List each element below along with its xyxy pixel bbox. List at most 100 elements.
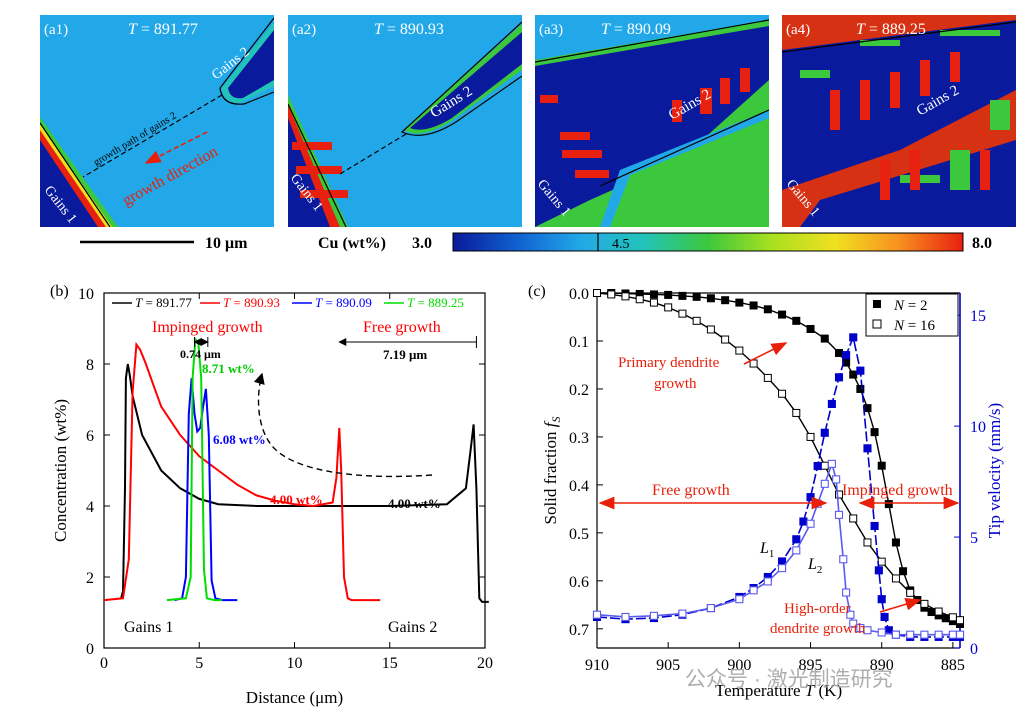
b-gap-small-label: 0.74 μm (180, 347, 221, 361)
c-legend-swatch-n2 (873, 300, 881, 308)
c-tv-marker-L1 (874, 566, 883, 575)
c-fs-marker-N2 (884, 500, 893, 509)
b-legend-label-2: T = 890.09 (315, 295, 372, 310)
c-tv-marker-L2 (877, 628, 886, 637)
b-gap-large-label: 7.19 μm (383, 347, 427, 362)
c-legend-box (865, 293, 959, 337)
b-grain2-label: Gains 2 (388, 619, 437, 636)
c-fs-marker-N2 (877, 461, 886, 470)
c-primary-label-2: growth (654, 376, 697, 392)
c-fs-marker-N16 (849, 514, 858, 523)
c-fs-marker-N16 (635, 295, 644, 304)
c-tv-marker-L1 (827, 399, 836, 408)
c-y-left-tick-label: 0.7 (569, 622, 589, 639)
c-tv-marker-L2 (834, 510, 844, 519)
b-series-line-2 (174, 378, 238, 602)
c-fs-marker-N2 (792, 316, 801, 325)
watermark: 公众号 · 激光制造研究 (685, 668, 893, 691)
b-peak-blue-label: 6.08 wt% (213, 432, 266, 447)
c-tv-marker-L2 (678, 609, 687, 618)
c-fs-marker-N2 (820, 334, 829, 343)
b-y-tick-label: 4 (86, 499, 94, 516)
c-y-left-tick-label: 0.5 (569, 526, 589, 543)
c-free-label: Free growth (652, 482, 730, 499)
c-tv-marker-L2 (863, 626, 872, 635)
c-fs-marker-N16 (778, 389, 787, 398)
c-primary-arrow (743, 342, 788, 365)
c-high-order-label: High-order (784, 601, 851, 617)
c-L2-label: L2 (807, 556, 822, 576)
c-y-right-axis-label: Tip velocity (mm/s) (985, 403, 1004, 538)
b-legend-label-3: T = 889.25 (407, 295, 464, 310)
c-tv-marker-L1 (834, 373, 844, 382)
c-tv-marker-L1 (870, 521, 879, 531)
c-fs-marker-N16 (948, 613, 957, 622)
c-y-left-tick-label: 0.6 (569, 574, 589, 591)
c-tv-marker-L1 (849, 333, 858, 342)
a2-label: (a2) (292, 22, 316, 38)
panel-a2 (288, 15, 522, 227)
b-legend-label-1: T = 890.93 (223, 295, 280, 310)
c-tv-marker-L2 (649, 611, 658, 620)
b-x-tick-label: 5 (195, 655, 203, 672)
c-fs-marker-N16 (607, 290, 616, 299)
a3-temperature: T = 890.09 (601, 21, 671, 38)
c-tv-marker-L2 (820, 479, 829, 488)
a1-label: (a1) (44, 22, 68, 38)
c-fs-marker-N16 (763, 373, 772, 382)
c-legend-label-n2: N = 2 (893, 298, 927, 314)
c-tv-marker-L2 (955, 630, 965, 639)
c-fs-marker-N16 (820, 461, 829, 470)
b-y-tick-label: 6 (86, 428, 94, 445)
c-tv-marker-L2 (891, 630, 900, 639)
b-x-tick-label: 15 (382, 655, 398, 672)
c-fs-marker-N2 (856, 384, 865, 393)
b-x-tick-label: 0 (100, 655, 108, 672)
c-y-left-tick-label: 0.2 (569, 382, 589, 399)
c-fs-marker-N2 (692, 292, 701, 301)
c-fs-marker-N2 (649, 290, 658, 299)
c-fs-marker-N16 (835, 490, 843, 499)
b-series-line-3 (166, 336, 223, 602)
c-x-tick-label: 885 (941, 657, 965, 674)
a1-growth-direction-arrow (144, 131, 208, 164)
c-tv-marker-L1 (880, 612, 889, 621)
c-tv-marker-L2 (827, 459, 836, 468)
a1-growth-path-line (82, 94, 223, 178)
b-series-line-1 (103, 341, 381, 602)
c-tv-marker-L1 (856, 366, 865, 375)
b-y-axis-label: Concentration (wt%) (51, 399, 70, 542)
colorbar-max-label: 8.0 (972, 235, 992, 252)
c-tv-marker-L2 (735, 595, 744, 604)
b-black-base-label: 4.00 wt% (388, 496, 441, 511)
c-fs-marker-N2 (870, 428, 879, 437)
scale-bar-label: 10 μm (205, 235, 248, 252)
a1-temperature: T = 891.77 (128, 21, 198, 38)
c-fs-marker-N16 (891, 574, 900, 583)
c-fs-marker-N2 (664, 290, 673, 299)
b-x-axis-label: Distance (μm) (246, 688, 343, 707)
c-fs-marker-N2 (863, 404, 872, 413)
c-tv-marker-L1 (877, 595, 886, 604)
c-y-right-tick-label: 5 (970, 530, 978, 547)
c-tv-marker-L1 (842, 351, 851, 360)
c-tv-marker-L1 (813, 462, 822, 471)
c-fs-marker-N16 (706, 325, 715, 334)
c-primary-label: Primary dendrite (618, 355, 720, 371)
c-fs-marker-N16 (735, 346, 744, 355)
c-tv-marker-L1 (792, 535, 801, 544)
c-fs-marker-N2 (763, 305, 772, 314)
c-high-order-label-2: dendrite growth (770, 621, 866, 637)
c-fs-marker-N2 (891, 538, 900, 547)
a4-label: (a4) (786, 22, 810, 38)
panel-a3 (535, 15, 769, 227)
c-L1-label: L1 (759, 540, 774, 560)
c-y-right-tick-label: 0 (970, 641, 978, 658)
c-legend-label-n16: N = 16 (893, 318, 935, 334)
colorbar-mid-label: 4.5 (612, 237, 630, 252)
c-fs-marker-N2 (678, 291, 687, 300)
a1-grain1-region (40, 140, 98, 227)
b-y-tick-label: 0 (86, 641, 94, 658)
c-tv-marker-L2 (842, 588, 851, 597)
